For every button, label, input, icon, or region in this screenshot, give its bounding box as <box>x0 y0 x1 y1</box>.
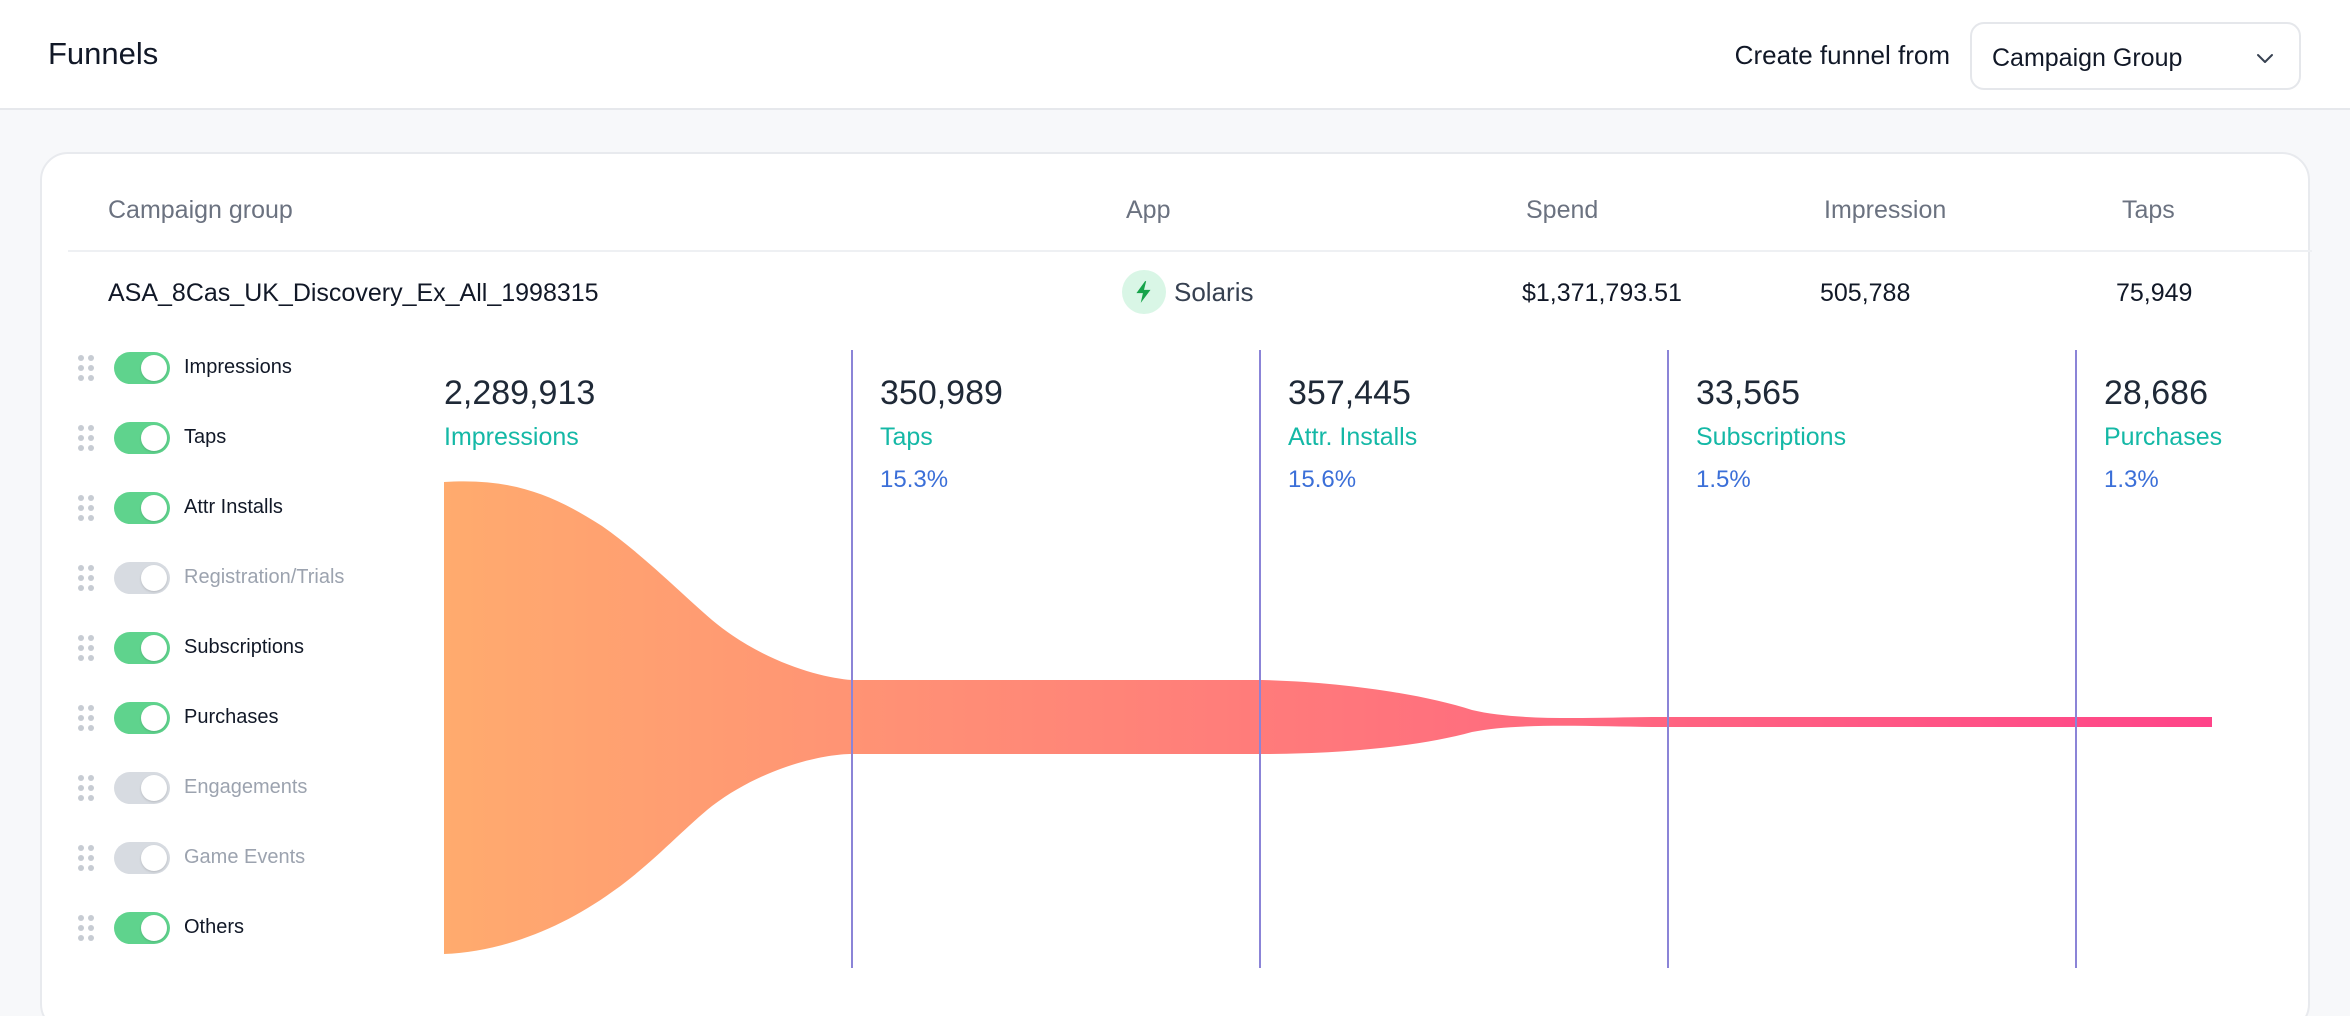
impression-cell: 505,788 <box>1820 279 1911 307</box>
funnel-stage-subscriptions: 33,565 Subscriptions 1.5% <box>1696 374 1846 494</box>
column-header-app: App <box>1126 196 1171 224</box>
funnel-stage-taps: 350,989 Taps 15.3% <box>880 374 1003 494</box>
stage-percentage: 15.6% <box>1288 466 1357 493</box>
app-name: Solaris <box>1174 276 1254 307</box>
drag-handle-icon[interactable] <box>78 705 94 731</box>
toggle-row-purchases: Purchases <box>78 700 398 736</box>
drag-handle-icon[interactable] <box>78 495 94 521</box>
funnel-chart <box>444 350 2212 968</box>
funnel-card: Campaign group App Spend Impression Taps… <box>40 152 2312 1016</box>
taps-cell: 75,949 <box>2116 279 2193 307</box>
column-header-spend: Spend <box>1526 196 1599 224</box>
column-header-campaign-group: Campaign group <box>108 196 293 224</box>
toggle-row-registration-trials: Registration/Trials <box>78 560 398 596</box>
stage-value: 357,445 <box>1288 374 1411 412</box>
stage-percentage: 1.3% <box>2104 466 2159 493</box>
funnel-stage-purchases: 28,686 Purchases 1.3% <box>2104 374 2222 494</box>
drag-handle-icon[interactable] <box>78 565 94 591</box>
funnel-stage-attr-installs: 357,445 Attr. Installs 15.6% <box>1288 374 1417 494</box>
toggle-subscriptions[interactable] <box>114 632 170 664</box>
toggle-label: Taps <box>184 426 227 448</box>
solaris-app-icon <box>1122 270 1166 314</box>
toggle-taps[interactable] <box>114 422 170 454</box>
stage-label: Purchases <box>2104 423 2223 451</box>
stage-value: 28,686 <box>2104 374 2208 412</box>
column-header-impression: Impression <box>1824 196 1947 224</box>
toggle-purchases[interactable] <box>114 702 170 734</box>
toggle-label: Others <box>184 916 245 938</box>
toggle-attr-installs[interactable] <box>114 492 170 524</box>
drag-handle-icon[interactable] <box>78 915 94 941</box>
toggle-row-taps: Taps <box>78 420 398 456</box>
page-title: Funnels <box>48 36 159 71</box>
chevron-down-icon <box>2257 54 2273 63</box>
funnel-shape <box>444 481 2212 954</box>
column-header-taps: Taps <box>2122 196 2175 224</box>
toggle-row-engagements: Engagements <box>78 770 398 806</box>
toggle-game-events[interactable] <box>114 842 170 874</box>
funnel-stage-impressions: 2,289,913 Impressions <box>444 374 595 452</box>
stage-percentage: 1.5% <box>1696 466 1751 493</box>
toggle-engagements[interactable] <box>114 772 170 804</box>
top-bar: Funnels Create funnel from Campaign Grou… <box>0 0 2350 110</box>
toggle-label: Subscriptions <box>184 636 305 658</box>
campaign-group-cell[interactable]: ASA_8Cas_UK_Discovery_Ex_All_1998315 <box>108 279 599 307</box>
drag-handle-icon[interactable] <box>78 635 94 661</box>
drag-handle-icon[interactable] <box>78 425 94 451</box>
toggle-row-game-events: Game Events <box>78 840 398 876</box>
toggle-label: Attr Installs <box>184 496 283 518</box>
toggle-label: Game Events <box>184 846 306 868</box>
toggle-registration-trials[interactable] <box>114 562 170 594</box>
stage-value: 350,989 <box>880 374 1003 412</box>
create-funnel-select[interactable]: Campaign Group <box>1970 22 2301 90</box>
toggle-row-impressions: Impressions <box>78 350 398 386</box>
create-funnel-label: Create funnel from <box>1734 40 1950 70</box>
drag-handle-icon[interactable] <box>78 775 94 801</box>
toggle-label: Impressions <box>184 356 292 378</box>
drag-handle-icon[interactable] <box>78 845 94 871</box>
stage-value: 2,289,913 <box>444 374 596 412</box>
stage-value: 33,565 <box>1696 374 1800 412</box>
toggle-label: Registration/Trials <box>184 566 345 588</box>
toggle-row-subscriptions: Subscriptions <box>78 630 398 666</box>
stage-label: Attr. Installs <box>1288 423 1418 451</box>
stage-label: Subscriptions <box>1696 423 1847 451</box>
toggle-row-others: Others <box>78 910 398 946</box>
stage-label: Taps <box>880 423 933 451</box>
spend-cell: $1,371,793.51 <box>1522 279 1682 307</box>
toggle-impressions[interactable] <box>114 352 170 384</box>
app-cell: Solaris <box>1122 270 1253 314</box>
drag-handle-icon[interactable] <box>78 355 94 381</box>
toggle-others[interactable] <box>114 912 170 944</box>
table-divider <box>68 250 2312 252</box>
toggle-row-attr-installs: Attr Installs <box>78 490 398 526</box>
create-funnel-select-value: Campaign Group <box>1992 44 2183 72</box>
toggle-label: Purchases <box>184 706 279 728</box>
stage-percentage: 15.3% <box>880 466 949 493</box>
stage-label: Impressions <box>444 423 579 451</box>
toggle-label: Engagements <box>184 776 308 798</box>
